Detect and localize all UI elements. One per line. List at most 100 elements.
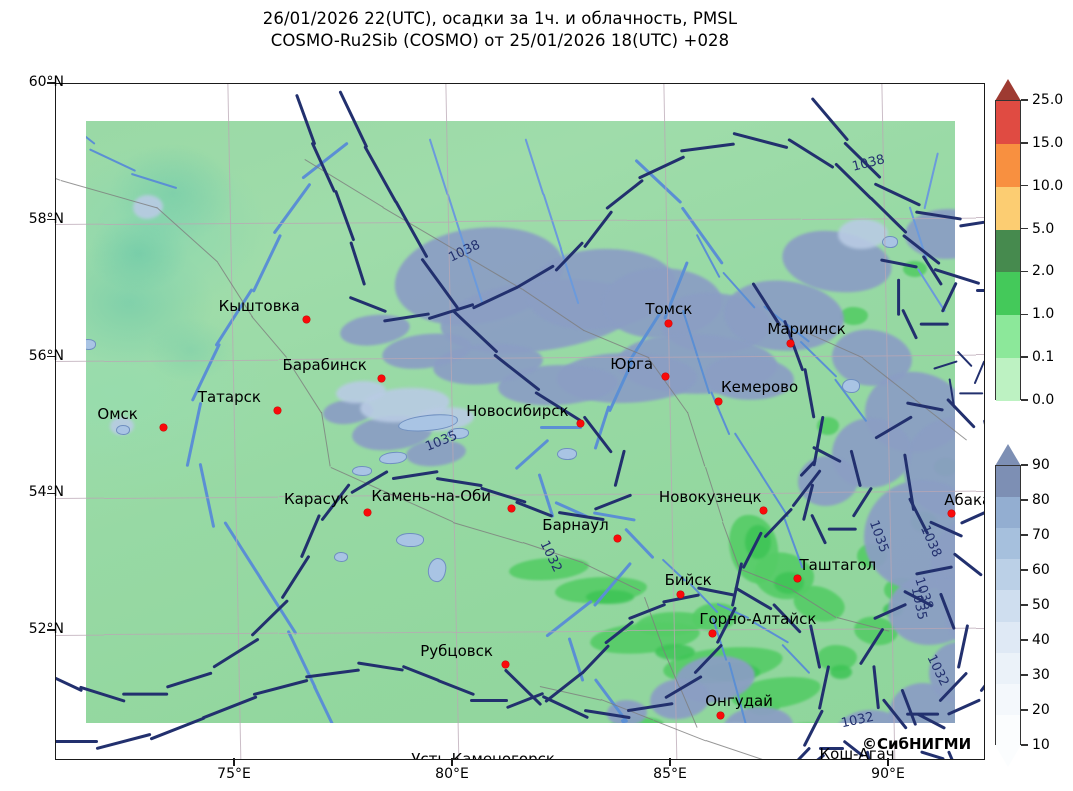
colorbar-segment bbox=[996, 229, 1020, 273]
city-label: Новосибирск bbox=[466, 402, 569, 421]
isobar-contour bbox=[780, 746, 811, 759]
colorbar-segment bbox=[996, 621, 1020, 653]
colorbar-tick bbox=[1021, 639, 1028, 641]
colorbar-gradient bbox=[995, 100, 1021, 401]
lake bbox=[352, 466, 373, 477]
precipitation-patch bbox=[830, 665, 853, 680]
colorbar-extend-max-arrow bbox=[995, 79, 1021, 101]
graticule-line bbox=[976, 626, 984, 629]
city-dot-icon bbox=[787, 339, 795, 347]
y-tick-mark bbox=[47, 629, 55, 631]
city-label: Горно-Алтайск bbox=[699, 610, 817, 629]
city-label: Кош-Агач bbox=[819, 745, 895, 759]
colorbar-tick bbox=[1021, 270, 1028, 273]
y-tick-label-56: 56°N bbox=[28, 347, 64, 364]
city-dot-icon bbox=[717, 712, 725, 720]
city-label: Юрга bbox=[610, 355, 654, 374]
graticule-line bbox=[705, 740, 767, 759]
colorbar-segment bbox=[996, 143, 1020, 187]
isobar-contour bbox=[956, 350, 974, 368]
colorbar-segment bbox=[996, 497, 1020, 529]
city-dot-icon bbox=[302, 315, 310, 323]
x-tick-label-90: 90°E bbox=[871, 766, 905, 782]
colorbar-tick bbox=[1021, 356, 1028, 358]
y-tick-label-60: 60°N bbox=[28, 74, 64, 90]
city-label: Новокузнецк bbox=[658, 488, 762, 507]
colorbar-tick bbox=[1021, 313, 1028, 315]
isobar-contour bbox=[953, 551, 983, 576]
colorbar-tick-label: 70 bbox=[1032, 527, 1050, 543]
city-dot-icon bbox=[662, 373, 670, 381]
colorbar-tick bbox=[1021, 227, 1028, 230]
city-label: Таштагол bbox=[799, 555, 877, 574]
city-dot-icon bbox=[273, 407, 281, 415]
graticule-line bbox=[56, 138, 61, 181]
y-tick-mark bbox=[47, 82, 55, 84]
y-tick-mark bbox=[47, 355, 55, 358]
colorbar-tick bbox=[1021, 185, 1028, 187]
city-dot-icon bbox=[793, 574, 801, 582]
colorbar-segment bbox=[996, 186, 1020, 230]
colorbar-tick-label: 80 bbox=[1032, 492, 1050, 508]
colorbar-segment bbox=[996, 358, 1020, 401]
city-dot-icon bbox=[614, 535, 622, 543]
x-tick-mark bbox=[451, 758, 453, 766]
colorbar-tick bbox=[1021, 142, 1028, 144]
colorbar-tick-label: 25.0 bbox=[1032, 92, 1064, 108]
colorbar-tick bbox=[1021, 569, 1028, 571]
city-label: Карасук bbox=[284, 490, 349, 509]
isobar-contour bbox=[958, 391, 983, 395]
colorbar-tick bbox=[1021, 604, 1028, 606]
city-label: Бийск bbox=[664, 570, 712, 589]
isobar-contour bbox=[897, 278, 900, 316]
cloud-patch bbox=[837, 219, 888, 250]
lake bbox=[396, 532, 425, 547]
graticule-line bbox=[976, 352, 984, 356]
colorbar-tick-label: 0.1 bbox=[1032, 349, 1055, 366]
lake bbox=[86, 339, 96, 351]
colorbar-tick-label: 10.0 bbox=[1032, 177, 1064, 194]
map-panel[interactable]: 1038 1038 1038 1038 1035 1035 1035 1032 1032 1032… bbox=[55, 83, 985, 760]
colorbar-extend-max-arrow bbox=[995, 444, 1021, 466]
title-line-1: 26/01/2026 22(UTC), осадки за 1ч. и обла… bbox=[262, 9, 738, 28]
city-dot-icon bbox=[948, 509, 956, 517]
colorbar-tick bbox=[1021, 709, 1028, 711]
graticule-line bbox=[976, 216, 984, 219]
colorbar-segment bbox=[996, 714, 1020, 746]
river-segment bbox=[540, 425, 583, 429]
isobar-contour bbox=[959, 507, 984, 525]
lake bbox=[882, 236, 898, 249]
colorbar-segment bbox=[996, 466, 1020, 498]
isobar-contour bbox=[957, 623, 970, 669]
city-dot-icon bbox=[577, 420, 585, 428]
colorbar-tick-label: 0.0 bbox=[1032, 392, 1055, 408]
city-label: Кыштовка bbox=[218, 296, 300, 315]
colorbar-segment bbox=[996, 315, 1020, 359]
colorbar-tick-label: 30 bbox=[1032, 667, 1050, 683]
city-label: Рубцовск bbox=[420, 642, 493, 660]
city-dot-icon bbox=[160, 423, 168, 431]
city-dot-icon bbox=[676, 590, 684, 598]
city-dot-icon bbox=[709, 630, 717, 638]
lake bbox=[333, 551, 348, 562]
city-dot-icon bbox=[508, 505, 516, 513]
lake bbox=[841, 378, 860, 393]
cloud-patch bbox=[887, 575, 955, 646]
copyright-label: ©СибНИГМИ bbox=[862, 735, 972, 753]
city-label: Томск bbox=[645, 300, 693, 319]
y-tick-mark bbox=[47, 219, 55, 221]
city-label: Абакан bbox=[944, 490, 984, 509]
city-label: Татарск bbox=[197, 388, 261, 407]
colorbar-tick-label: 15.0 bbox=[1032, 134, 1064, 151]
precipitation-colorbar: 25.015.010.05.02.01.00.10.0Осадки за 1ч.… bbox=[995, 79, 1073, 408]
colorbar-tick bbox=[1021, 499, 1028, 501]
x-tick-label-80: 80°E bbox=[435, 766, 469, 782]
isobar-contour bbox=[96, 733, 152, 751]
colorbar-segment bbox=[996, 528, 1020, 560]
city-dot-icon bbox=[759, 507, 767, 515]
colorbar-segment bbox=[996, 590, 1020, 622]
cloud-cover-colorbar: 908070605040302010Облачность ср. яруса, … bbox=[995, 444, 1073, 767]
y-tick-label-58: 58°N bbox=[28, 210, 64, 227]
y-tick-label-54: 54°N bbox=[28, 484, 64, 501]
colorbar-tick bbox=[1021, 744, 1028, 746]
